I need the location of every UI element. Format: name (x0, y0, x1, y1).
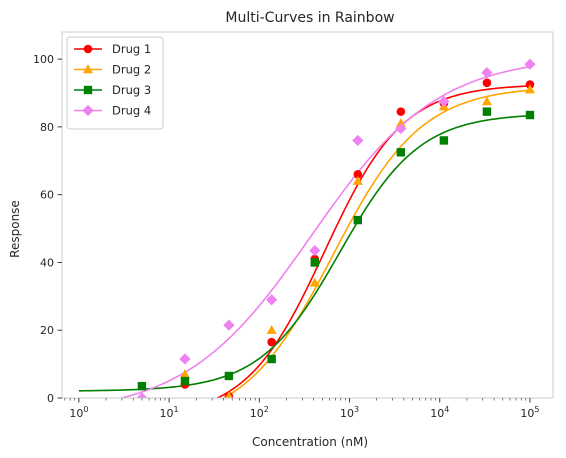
data-point-series-2 (309, 277, 320, 287)
data-point-series-3 (439, 136, 449, 145)
data-point-series-3 (137, 381, 147, 391)
legend-label: Drug 2 (112, 63, 151, 77)
data-point-series-1 (353, 170, 363, 179)
y-tick-label: 0 (47, 392, 54, 405)
data-point-series-3 (180, 376, 190, 386)
plot-frame (61, 31, 554, 399)
fit-curve-series-3 (78, 114, 531, 392)
y-tick-label: 40 (40, 256, 54, 269)
data-point-series-1 (138, 400, 147, 409)
fit-curve-series-2 (222, 89, 531, 398)
data-point-series-2 (266, 325, 277, 335)
data-point-series-3 (353, 215, 363, 225)
x-tick-label: 100 (69, 405, 88, 420)
fit-curve-series-1 (215, 85, 531, 398)
data-point-series-4 (266, 294, 278, 306)
data-point-series-1 (396, 107, 406, 116)
data-point-series-3 (482, 107, 492, 116)
y-tick-label: 100 (33, 53, 54, 66)
data-markers (136, 58, 536, 412)
legend-marker (83, 64, 93, 74)
axes: 100 101 102 103 104 105 0 20 40 60 80 100 (33, 31, 554, 420)
legend-marker (82, 104, 94, 117)
y-tick-label: 60 (40, 189, 54, 202)
data-point-series-1 (482, 78, 492, 88)
legend-label: Drug 4 (112, 104, 151, 118)
data-point-series-3 (525, 110, 535, 120)
plot-area (78, 58, 536, 412)
data-point-series-3 (267, 354, 276, 364)
x-tick-label: 102 (250, 405, 269, 420)
data-point-series-2 (225, 391, 233, 398)
data-point-series-4 (352, 134, 364, 147)
x-tick-label: 103 (340, 405, 359, 420)
legend: Drug 1 Drug 2 Drug 3 Drug 4 (66, 36, 164, 130)
legend-marker (83, 85, 93, 95)
legend-item-series-1: Drug 1 (74, 42, 151, 56)
y-tick-label: 20 (40, 324, 54, 337)
data-point-series-4 (524, 58, 536, 70)
legend-item-series-4: Drug 4 (74, 104, 151, 118)
data-point-series-4 (481, 67, 493, 79)
data-point-series-2 (524, 84, 535, 94)
y-axis-label: Response (8, 200, 22, 258)
x-tick-label: 101 (160, 405, 179, 420)
x-axis-label: Concentration (nM) (252, 435, 368, 449)
data-point-series-4 (179, 353, 191, 365)
legend-item-series-3: Drug 3 (74, 83, 151, 97)
data-point-series-2 (179, 369, 190, 379)
legend-marker (83, 44, 93, 54)
legend-box (66, 36, 164, 130)
data-point-series-3 (310, 258, 319, 267)
data-point-series-4 (136, 392, 148, 398)
data-point-series-1 (267, 337, 276, 347)
data-point-series-4 (309, 244, 321, 257)
data-point-series-2 (395, 118, 406, 128)
x-tick-label: 105 (520, 405, 539, 420)
data-point-series-2 (137, 403, 147, 412)
data-point-series-3 (396, 148, 406, 157)
data-point-series-2 (481, 96, 492, 106)
data-point-series-4 (438, 95, 450, 108)
data-point-series-2 (352, 175, 363, 185)
chart-title: Multi-Curves in Rainbow (225, 10, 394, 26)
data-point-series-4 (395, 122, 407, 135)
data-point-series-3 (224, 371, 234, 381)
data-point-series-4 (223, 319, 235, 331)
legend-label: Drug 1 (112, 42, 151, 56)
fit-curves (78, 65, 531, 398)
legend-label: Drug 3 (112, 83, 151, 97)
legend-item-series-2: Drug 2 (74, 63, 151, 77)
x-tick-label: 104 (430, 405, 449, 420)
fit-curve-series-4 (118, 65, 531, 398)
y-tick-label: 80 (40, 121, 54, 134)
